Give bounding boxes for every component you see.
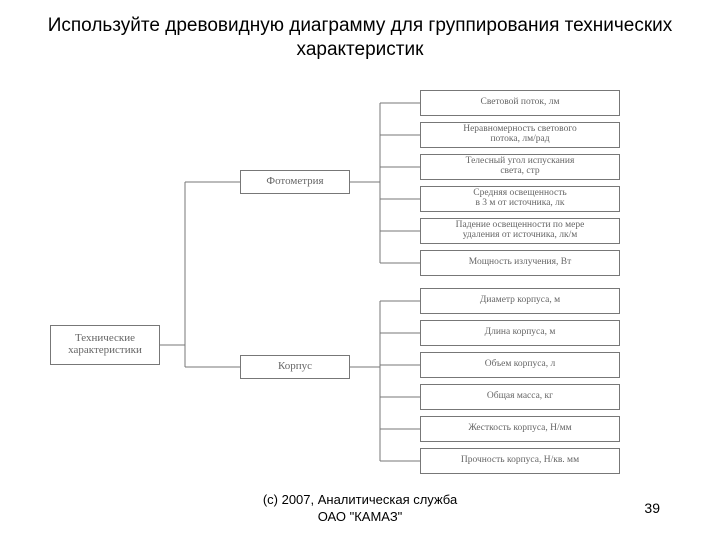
tree-group-1: Корпус — [240, 355, 350, 379]
tree-leaf-0-4: Падение освещенности по мереудаления от … — [420, 218, 620, 244]
page-number: 39 — [644, 500, 660, 516]
tree-leaf-1-3: Общая масса, кг — [420, 384, 620, 410]
tree-leaf-0-2: Телесный угол испусканиясвета, стр — [420, 154, 620, 180]
slide-title: Используйте древовидную диаграмму для гр… — [40, 14, 680, 62]
tree-leaf-0-0: Световой поток, лм — [420, 90, 620, 116]
tree-leaf-1-1: Длина корпуса, м — [420, 320, 620, 346]
tree-leaf-1-4: Жесткость корпуса, Н/мм — [420, 416, 620, 442]
tree-leaf-0-3: Средняя освещенностьв 3 м от источника, … — [420, 186, 620, 212]
tree-leaf-1-2: Объем корпуса, л — [420, 352, 620, 378]
tree-diagram: Техническиехарактеристики Фотометрия Свето… — [0, 80, 720, 490]
footer-credit: (с) 2007, Аналитическая службаОАО "КАМАЗ… — [0, 492, 720, 526]
tree-leaf-0-1: Неравномерность световогопотока, лм/рад — [420, 122, 620, 148]
tree-leaf-0-5: Мощность излучения, Вт — [420, 250, 620, 276]
tree-group-0: Фотометрия — [240, 170, 350, 194]
tree-leaf-1-0: Диаметр корпуса, м — [420, 288, 620, 314]
slide: Используйте древовидную диаграмму для гр… — [0, 0, 720, 540]
tree-leaf-1-5: Прочность корпуса, Н/кв. мм — [420, 448, 620, 474]
tree-root: Техническиехарактеристики — [50, 325, 160, 365]
